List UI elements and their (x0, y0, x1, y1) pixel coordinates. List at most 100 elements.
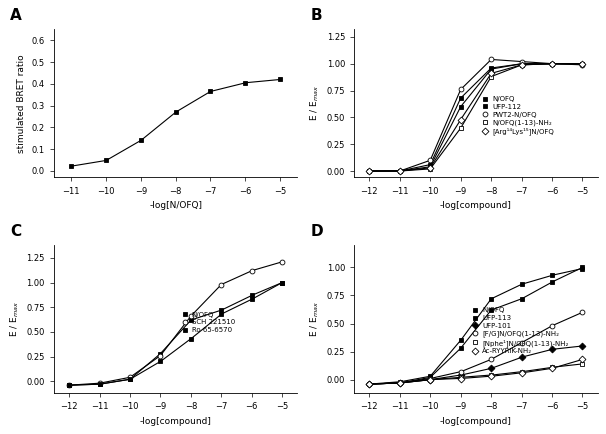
Ro 65-6570 (218, 312, 225, 317)
UFP-112 (487, 66, 494, 71)
N/OFQ(1-13)-NH₂ (396, 168, 404, 174)
Ac-RYYRIK-NH₂ (457, 376, 464, 381)
N/OFQ (157, 351, 164, 356)
[F/G]N/OFQ(1-13)-NH₂ (366, 381, 373, 387)
UFP-112 (548, 61, 556, 66)
X-axis label: -log[compound]: -log[compound] (440, 201, 512, 210)
UFP-112 (427, 162, 434, 167)
PWT2-N/OFQ (518, 59, 525, 64)
[Arg¹⁴Lys¹⁵]N/OFQ (457, 117, 464, 122)
Ac-RYYRIK-NH₂ (396, 380, 404, 385)
Line: N/OFQ: N/OFQ (67, 280, 285, 388)
PWT2-N/OFQ (579, 62, 586, 67)
Line: N/OFQ: N/OFQ (367, 265, 585, 387)
N/OFQ (65, 383, 73, 388)
Ac-RYYRIK-NH₂ (487, 374, 494, 379)
N/OFQ (276, 77, 284, 82)
Line: N/OFQ(1-13)-NH₂: N/OFQ(1-13)-NH₂ (367, 61, 585, 174)
[F/G]N/OFQ(1-13)-NH₂ (396, 380, 404, 385)
N/OFQ(1-13)-NH₂ (366, 168, 373, 174)
Ac-RYYRIK-NH₂ (548, 366, 556, 371)
UFP-112 (366, 168, 373, 174)
[F/G]N/OFQ(1-13)-NH₂ (427, 376, 434, 381)
UFP-113 (366, 381, 373, 387)
UFP-101 (427, 377, 434, 382)
UFP-101 (548, 347, 556, 352)
N/OFQ (579, 265, 586, 270)
Y-axis label: E / E$_{max}$: E / E$_{max}$ (308, 85, 321, 122)
Text: A: A (10, 9, 22, 23)
SCH 221510 (248, 268, 255, 273)
N/OFQ(1-13)-NH₂ (487, 74, 494, 79)
N/OFQ (457, 104, 464, 109)
Y-axis label: stimulated BRET ratio: stimulated BRET ratio (17, 54, 26, 153)
N/OFQ (427, 375, 434, 380)
[Nphe¹]N/OFQ(1-13)-NH₂ (396, 380, 404, 385)
N/OFQ(1-13)-NH₂ (518, 62, 525, 67)
UFP-112 (518, 61, 525, 66)
N/OFQ (127, 377, 134, 382)
[Nphe¹]N/OFQ(1-13)-NH₂ (487, 372, 494, 378)
[Nphe¹]N/OFQ(1-13)-NH₂ (579, 362, 586, 367)
[Nphe¹]N/OFQ(1-13)-NH₂ (366, 381, 373, 387)
Y-axis label: E / E$_{max}$: E / E$_{max}$ (308, 301, 321, 337)
Ac-RYYRIK-NH₂ (366, 381, 373, 387)
Line: PWT2-N/OFQ: PWT2-N/OFQ (367, 57, 585, 174)
Line: UFP-113: UFP-113 (367, 266, 585, 387)
Line: UFP-112: UFP-112 (367, 61, 585, 174)
N/OFQ (218, 308, 225, 313)
Line: SCH 221510: SCH 221510 (67, 260, 285, 388)
PWT2-N/OFQ (366, 168, 373, 174)
UFP-113 (518, 282, 525, 287)
Ro 65-6570 (279, 280, 286, 285)
Line: UFP-101: UFP-101 (367, 344, 585, 387)
X-axis label: -log[compound]: -log[compound] (440, 417, 512, 426)
UFP-101 (487, 366, 494, 371)
[F/G]N/OFQ(1-13)-NH₂ (579, 310, 586, 315)
[Arg¹⁴Lys¹⁵]N/OFQ (487, 71, 494, 76)
N/OFQ (187, 317, 195, 322)
SCH 221510 (218, 282, 225, 287)
Line: Ac-RYYRIK-NH₂: Ac-RYYRIK-NH₂ (367, 357, 585, 387)
[Arg¹⁴Lys¹⁵]N/OFQ (366, 168, 373, 174)
Legend: N/OFQ, UFP-112, PWT2-N/OFQ, N/OFQ(1-13)-NH₂, [Arg¹⁴Lys¹⁵]N/OFQ: N/OFQ, UFP-112, PWT2-N/OFQ, N/OFQ(1-13)-… (481, 96, 554, 135)
UFP-101 (457, 372, 464, 378)
N/OFQ (279, 280, 286, 285)
PWT2-N/OFQ (427, 158, 434, 163)
[Arg¹⁴Lys¹⁵]N/OFQ (427, 165, 434, 171)
[F/G]N/OFQ(1-13)-NH₂ (487, 357, 494, 362)
N/OFQ (242, 80, 249, 85)
N/OFQ (207, 89, 214, 94)
Text: C: C (10, 224, 21, 239)
[Arg¹⁴Lys¹⁵]N/OFQ (396, 168, 404, 174)
Text: B: B (310, 9, 322, 23)
N/OFQ (396, 168, 404, 174)
PWT2-N/OFQ (396, 168, 404, 174)
[Nphe¹]N/OFQ(1-13)-NH₂ (518, 369, 525, 375)
X-axis label: -log[N/OFQ]: -log[N/OFQ] (149, 201, 202, 210)
N/OFQ (548, 279, 556, 285)
N/OFQ (172, 109, 179, 115)
UFP-101 (518, 355, 525, 360)
PWT2-N/OFQ (457, 87, 464, 92)
UFP-113 (427, 374, 434, 379)
N/OFQ (487, 66, 494, 72)
UFP-112 (396, 168, 404, 174)
SCH 221510 (157, 353, 164, 358)
SCH 221510 (65, 383, 73, 388)
UFP-113 (579, 266, 586, 271)
N/OFQ (366, 168, 373, 174)
N/OFQ (96, 381, 103, 387)
N/OFQ (487, 307, 494, 312)
[F/G]N/OFQ(1-13)-NH₂ (518, 340, 525, 345)
Ro 65-6570 (157, 359, 164, 364)
Legend: N/OFQ, SCH 221510, Ro 65-6570: N/OFQ, SCH 221510, Ro 65-6570 (181, 312, 235, 333)
UFP-101 (366, 381, 373, 387)
Line: [Arg¹⁴Lys¹⁵]N/OFQ: [Arg¹⁴Lys¹⁵]N/OFQ (367, 61, 585, 174)
UFP-101 (396, 380, 404, 385)
N/OFQ (457, 345, 464, 351)
Ac-RYYRIK-NH₂ (518, 370, 525, 375)
N/OFQ (248, 293, 255, 298)
[F/G]N/OFQ(1-13)-NH₂ (548, 323, 556, 329)
Ro 65-6570 (96, 381, 103, 387)
